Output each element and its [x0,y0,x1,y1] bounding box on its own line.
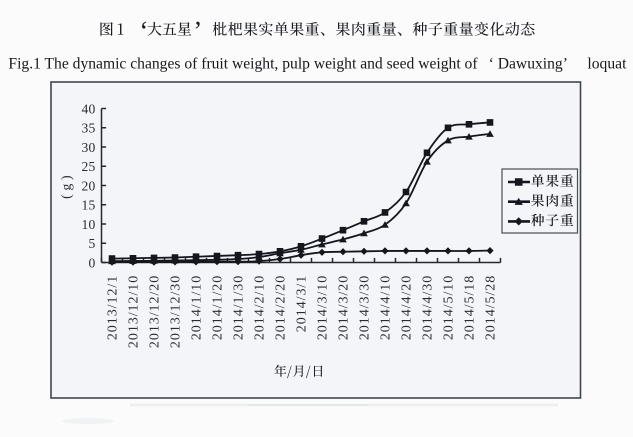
svg-text:0: 0 [89,255,96,270]
svg-text:2014/4/20: 2014/4/20 [400,275,415,340]
svg-text:5: 5 [89,236,96,251]
svg-text:20: 20 [82,178,96,193]
svg-text:2014/2/10: 2014/2/10 [253,275,268,340]
svg-text:25: 25 [82,159,96,174]
svg-text:2014/4/30: 2014/4/30 [421,275,436,340]
svg-text:2014/1/10: 2014/1/10 [190,275,205,340]
svg-text:40: 40 [82,101,96,116]
svg-text:2014/3/10: 2014/3/10 [316,275,331,340]
svg-text:2014/5/10: 2014/5/10 [442,275,457,340]
svg-text:2013/12/10: 2013/12/10 [127,275,142,348]
svg-text:2014/5/28: 2014/5/28 [484,275,499,340]
svg-text:( g ): ( g ) [59,175,75,199]
svg-text:2014/1/30: 2014/1/30 [232,275,247,340]
svg-text:Fig.1 The dynamic changes of f: Fig.1 The dynamic changes of fruit weigh… [8,55,627,72]
svg-text:15: 15 [82,198,96,213]
svg-text:2014/5/18: 2014/5/18 [463,275,478,340]
svg-text:2014/3/30: 2014/3/30 [358,275,373,340]
svg-text:2014/2/20: 2014/2/20 [274,275,289,340]
svg-text:35: 35 [82,121,96,136]
svg-text:2013/12/30: 2013/12/30 [169,275,184,348]
svg-text:30: 30 [82,140,96,155]
svg-text:2014/1/20: 2014/1/20 [211,275,226,340]
svg-text:2014/3/1: 2014/3/1 [295,275,310,332]
svg-text:2014/4/10: 2014/4/10 [379,275,394,340]
svg-text:2013/12/1: 2013/12/1 [106,275,121,340]
svg-text:2013/12/20: 2013/12/20 [148,275,163,348]
svg-text:10: 10 [82,217,96,232]
svg-text:2014/3/20: 2014/3/20 [337,275,352,340]
